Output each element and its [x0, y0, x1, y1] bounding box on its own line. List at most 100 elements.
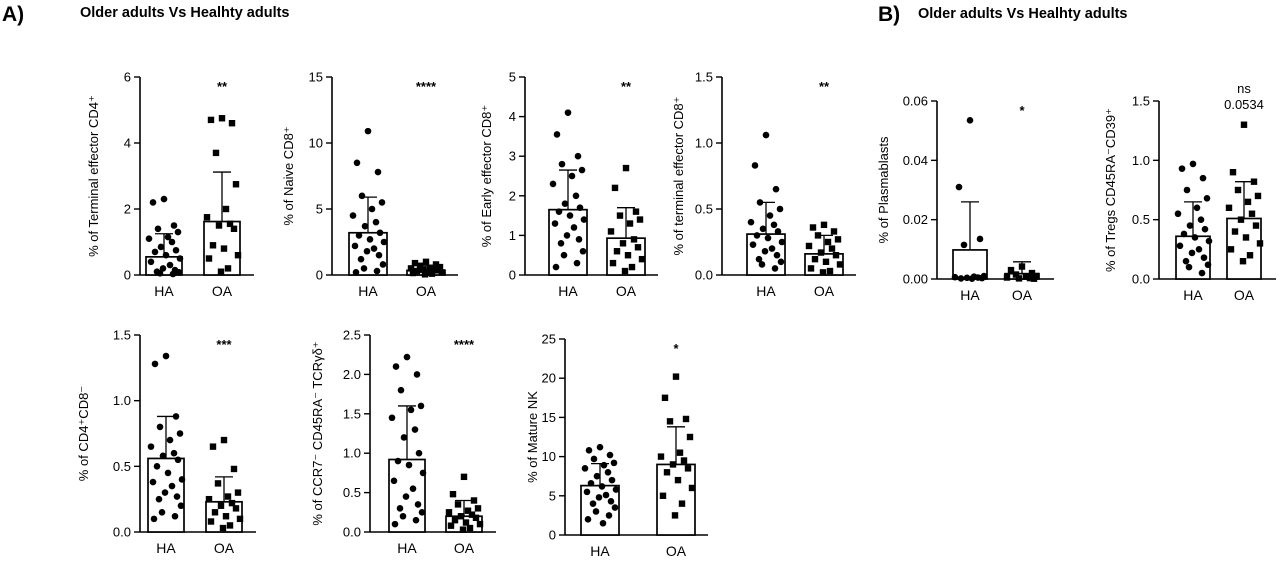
data-point: [357, 255, 365, 263]
chart-1: 0 2 4 6 % of Terminal effector CD4⁺ HA OA **: [86, 70, 254, 299]
data-point: [672, 373, 680, 380]
data-point: [151, 360, 159, 368]
data-point: [777, 258, 785, 266]
y-tick-label: 5: [316, 202, 323, 217]
data-point: [581, 465, 589, 472]
data-point: [773, 251, 781, 259]
data-point: [1242, 234, 1250, 241]
data-point: [1199, 174, 1207, 182]
chart-9: 0.0 0.5 1.0 1.5 % of Tregs CD45RA⁻CD39⁺ HA OA n…: [1103, 81, 1276, 303]
y-tick-label: 3: [509, 149, 516, 164]
data-point: [595, 494, 603, 501]
data-point: [585, 447, 593, 454]
data-point: [611, 504, 619, 511]
data-point: [561, 200, 569, 208]
data-point: [230, 465, 238, 473]
data-point: [358, 192, 366, 200]
data-point: [610, 459, 618, 467]
data-point: [161, 489, 169, 496]
significance-label: ****: [416, 79, 437, 94]
data-point: [470, 497, 478, 504]
data-point: [579, 247, 587, 255]
data-point: [464, 507, 472, 514]
data-point: [373, 267, 381, 275]
data-point: [207, 116, 215, 124]
data-point: [1026, 274, 1034, 282]
y-tick-label: 1.5: [1132, 94, 1150, 109]
data-point: [353, 159, 361, 167]
data-point: [460, 473, 468, 481]
data-point: [834, 236, 842, 243]
y-tick-label: 15: [542, 410, 556, 425]
data-point: [447, 522, 455, 529]
data-point: [826, 267, 834, 275]
data-point: [1229, 169, 1237, 176]
data-point: [830, 228, 838, 235]
data-point: [828, 245, 836, 252]
data-point: [1244, 198, 1252, 206]
y-axis-label: % of CD4⁺CD8⁻: [76, 386, 91, 481]
category-label: OA: [616, 283, 637, 299]
data-point: [150, 515, 158, 523]
data-point: [405, 461, 413, 469]
data-point: [220, 245, 228, 252]
data-point: [616, 212, 624, 219]
data-point: [166, 436, 174, 444]
data-point: [758, 261, 766, 268]
data-point: [820, 221, 828, 229]
data-point: [1252, 222, 1260, 229]
data-point: [164, 233, 172, 241]
data-point: [378, 199, 386, 206]
data-point: [680, 457, 688, 464]
data-point: [462, 519, 470, 526]
data-point: [351, 242, 359, 250]
y-tick-label: 20: [542, 371, 556, 386]
data-point: [563, 232, 571, 239]
data-point: [611, 184, 619, 192]
data-point: [766, 212, 774, 219]
data-point: [228, 499, 236, 507]
data-point: [636, 216, 644, 223]
data-point: [666, 418, 674, 425]
data-point: [628, 263, 636, 271]
data-point: [379, 261, 387, 268]
data-point: [805, 242, 813, 250]
data-point: [1188, 249, 1196, 257]
data-point: [836, 261, 844, 268]
data-point: [355, 232, 363, 239]
category-label: OA: [212, 283, 233, 299]
data-point: [753, 232, 761, 239]
data-point: [1193, 204, 1201, 212]
data-point: [951, 273, 959, 281]
data-point: [166, 261, 174, 269]
data-point: [630, 236, 638, 243]
panel-b-letter: B): [878, 3, 901, 26]
y-tick-label: 2: [509, 188, 516, 203]
data-point: [749, 241, 757, 248]
y-axis-label: % of Terminal effector CD4⁺: [86, 95, 101, 257]
data-point: [476, 520, 484, 528]
data-point: [587, 479, 595, 487]
y-tick-label: 0.00: [903, 272, 928, 287]
data-point: [397, 386, 405, 394]
y-tick-label: 0.5: [113, 459, 131, 474]
significance-label: ****: [454, 337, 475, 352]
data-point: [1189, 160, 1197, 168]
data-point: [1225, 204, 1233, 211]
data-point: [589, 500, 597, 507]
data-point: [153, 463, 161, 470]
y-tick-label: 0.5: [695, 202, 713, 217]
data-point: [674, 476, 682, 484]
data-point: [149, 478, 157, 486]
y-tick-label: 1.0: [343, 446, 361, 461]
data-point: [376, 229, 384, 237]
data-point: [174, 456, 182, 464]
category-label: OA: [666, 543, 687, 559]
data-point: [175, 269, 183, 276]
bar-oa: [656, 463, 696, 536]
data-point: [159, 265, 167, 272]
data-point: [162, 352, 170, 360]
y-tick-label: 0.04: [903, 153, 928, 168]
data-point: [678, 500, 686, 507]
